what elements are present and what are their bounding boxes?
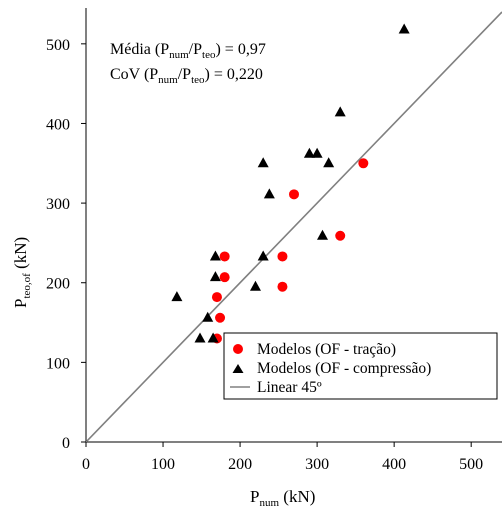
tracao-point <box>219 272 230 283</box>
y-tick-label: 100 <box>46 355 70 372</box>
compressao-point <box>194 332 206 343</box>
compressao-point <box>257 157 269 168</box>
compressao-point <box>334 106 346 117</box>
axis-ticks: 0 100 200 300 400 500 0 100 200 300 400 500 <box>46 37 483 473</box>
compressao-point <box>171 291 183 302</box>
tracao-point <box>277 281 288 292</box>
compressao-point <box>317 229 329 240</box>
compressao-point <box>323 157 335 168</box>
x-tick-label: 400 <box>382 456 406 473</box>
y-tick-label: 400 <box>46 116 70 133</box>
tracao-point <box>277 251 288 262</box>
compressao-point <box>303 147 315 158</box>
linear-45-line <box>86 11 502 442</box>
y-tick-label: 300 <box>46 196 70 213</box>
tracao-point <box>289 189 299 200</box>
y-axis-label: Pteo,of (kN) <box>11 237 33 308</box>
tracao-point <box>219 251 230 262</box>
compressao-point <box>263 188 275 199</box>
x-tick-label: 100 <box>151 456 175 473</box>
compressao-point <box>249 280 261 291</box>
x-axis-label: Pnum (kN) <box>250 487 315 509</box>
y-tick-label: 200 <box>46 276 70 293</box>
series-line-group <box>86 11 502 442</box>
compressao-point <box>311 147 323 158</box>
x-tick-label: 500 <box>459 456 483 473</box>
x-tick-label: 0 <box>82 456 90 473</box>
annotation-mean: Média (Pnum/Pteo) = 0,97 <box>110 41 266 61</box>
legend-box <box>223 332 498 400</box>
compressao-point <box>202 311 214 322</box>
compressao-point <box>209 250 221 261</box>
compressao-point <box>207 332 219 343</box>
legend-marker-compressao <box>232 364 244 373</box>
tracao-point <box>335 230 346 241</box>
legend-label-linear: Linear 45º <box>257 379 322 396</box>
y-tick-label: 0 <box>62 435 70 452</box>
tracao-point <box>215 312 226 323</box>
legend: Modelos (OF - tração) Modelos (OF - comp… <box>223 332 498 400</box>
x-tick-label: 300 <box>305 456 329 473</box>
tracao-point <box>211 292 222 303</box>
compressao-point <box>257 250 269 261</box>
x-tick-label: 200 <box>228 456 252 473</box>
y-tick-label: 500 <box>46 37 70 54</box>
annotation-cov: CoV (Pnum/Pteo) = 0,220 <box>110 66 263 86</box>
legend-label-compressao: Modelos (OF - compressão) <box>257 360 431 377</box>
legend-marker-tracao <box>233 344 243 354</box>
tracao-point <box>358 158 369 169</box>
series-marker-group <box>171 23 410 344</box>
legend-label-tracao: Modelos (OF - tração) <box>257 341 396 358</box>
compressao-point <box>209 271 221 282</box>
compressao-point <box>398 23 410 34</box>
